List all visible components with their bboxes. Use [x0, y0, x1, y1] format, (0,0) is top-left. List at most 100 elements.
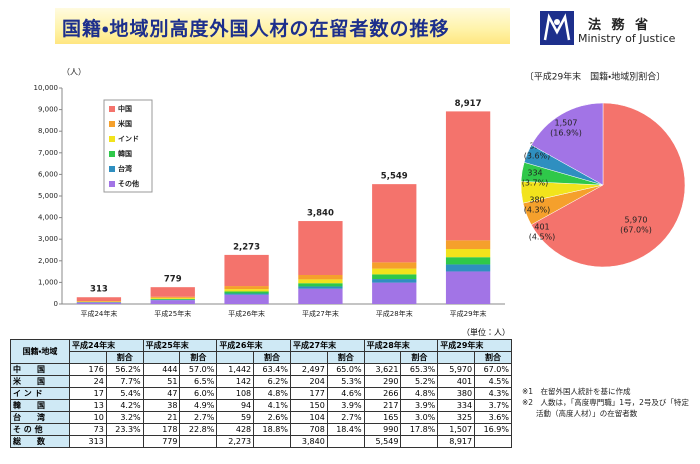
table-cell: 平成24年末 [69, 339, 144, 352]
table-cell: 2,497 [289, 363, 328, 376]
table-row: そ の 他 73 23.3% 178 22.8% 428 18.8% 708 18.4% 990 1… [10, 423, 512, 436]
table-cell: 4.1% [253, 399, 291, 412]
y-tick-label: 8,000 [38, 127, 58, 135]
bar-segment [224, 286, 269, 290]
legend-box [103, 99, 153, 193]
table-cell: 150 [289, 399, 328, 412]
x-tick-label: 平成29年末 [450, 309, 487, 318]
pie-slice [531, 102, 604, 186]
table-cell: 21 [142, 411, 181, 424]
table-row: イ ン ド 17 5.4% 47 6.0% 108 4.8% 177 4.6% 266 4.8% 38… [10, 387, 512, 400]
org-name-en: Ministry of Justice [578, 32, 676, 45]
bar-segment [224, 293, 269, 295]
slice-share-label: (67.0%) [620, 226, 652, 235]
legend-swatch [109, 151, 115, 157]
note: ※1 在留外国人統計を基に作成 [522, 387, 631, 396]
table-cell: 平成25年末 [142, 339, 218, 352]
total-label: 3,840 [307, 209, 334, 219]
table-cell: 65.0% [326, 363, 365, 376]
total-label: 8,917 [455, 99, 482, 109]
table-cell [363, 351, 402, 364]
table-cell: 平成27年末 [289, 339, 365, 352]
y-tick-label: 6,000 [38, 170, 58, 178]
bar-segment [298, 283, 343, 287]
table-cell: 24 [69, 375, 107, 388]
table-cell [216, 351, 255, 364]
table-cell: 38 [142, 399, 181, 412]
table-cell: 990 [363, 423, 402, 436]
table-unit: （単位：人） [462, 328, 510, 337]
table-cell: 割合 [179, 351, 218, 364]
table-cell: 444 [142, 363, 181, 376]
slice-value-label: 334 [527, 169, 542, 178]
slice-value-label: 401 [534, 223, 549, 232]
table-cell: 266 [363, 387, 402, 400]
table-cell: 5,549 [363, 435, 402, 448]
table-cell: そ の 他 [10, 423, 70, 436]
table-cell: 平成26年末 [216, 339, 291, 352]
table-cell: 平成29年末 [437, 339, 512, 352]
table-cell: 5.3% [326, 375, 365, 388]
table-cell: 6.5% [179, 375, 218, 388]
y-tick-label: 7,000 [38, 149, 58, 157]
table-cell: 7.7% [105, 375, 144, 388]
bar-segment [445, 271, 491, 304]
table-cell: 73 [69, 423, 107, 436]
table-cell: 割合 [474, 351, 512, 364]
table-cell: 4.8% [400, 387, 439, 400]
table-row: 中 国 176 56.2% 444 57.0% 1,442 63.4% 2,497 65.0% 3… [10, 363, 512, 376]
y-tick-label: 10,000 [34, 84, 59, 92]
slice-value-label: 380 [529, 196, 544, 205]
bar-segment [150, 296, 195, 298]
table-cell: 韓 国 [10, 399, 70, 412]
y-tick-label: 4,000 [38, 214, 58, 222]
table-cell: 217 [363, 399, 402, 412]
table-cell [179, 435, 218, 448]
table-cell: 3.6% [474, 411, 512, 424]
table-cell: 米 国 [10, 375, 70, 388]
bar-segment [445, 111, 491, 241]
table-cell: 割合 [105, 351, 144, 364]
bar-segment [298, 286, 343, 289]
total-label: 779 [164, 275, 182, 285]
table-cell [253, 435, 291, 448]
bar-segment [298, 221, 343, 275]
table-cell: 割合 [326, 351, 365, 364]
note: ※2 人数は，「高度専門職」1号，2号及び「特定活動（高度人材）」の在留者数 [522, 398, 689, 418]
org-name: 法 務 省 [588, 18, 652, 33]
table-cell: 56.2% [105, 363, 144, 376]
table-cell: 51 [142, 375, 181, 388]
bar-segment [150, 298, 195, 300]
table-cell: 4.5% [474, 375, 512, 388]
x-tick-label: 平成25年末 [154, 309, 191, 318]
table-row: 韓 国 13 4.2% 38 4.9% 94 4.1% 150 3.9% 217 3.9% 334 3.… [10, 399, 512, 412]
legend-label: 韓国 [118, 149, 132, 158]
table-cell: 8,917 [437, 435, 476, 448]
notes: ※1 在留外国人統計を基に作成 ※2 人数は，「高度専門職」1号，2号及び「特定… [522, 386, 694, 419]
data-table: 国籍・地域 平成24年末 平成25年末 平成26年末 平成27年末 平成28年末 平成29年… [10, 339, 512, 448]
legend-label: インド [118, 135, 139, 143]
y-tick-label: 5,000 [38, 192, 58, 200]
bar-segment [372, 282, 417, 304]
x-tick-label: 平成24年末 [80, 309, 117, 318]
bar-segment [445, 240, 491, 250]
slice-share-label: (16.9%) [550, 129, 582, 138]
table-cell: 割合 [400, 351, 439, 364]
table-cell: 2.7% [179, 411, 218, 424]
table-cell [105, 435, 144, 448]
table-cell [437, 351, 476, 364]
slice-value-label: 5,970 [625, 216, 648, 225]
bar-segment [372, 184, 417, 263]
legend-swatch [109, 181, 115, 187]
y-tick-label: 1,000 [38, 278, 58, 286]
table-cell: 4.9% [179, 399, 218, 412]
table-cell: 176 [69, 363, 107, 376]
table-cell: 708 [289, 423, 328, 436]
table-cell: 国籍・地域 [10, 339, 70, 364]
pie-title: 〔平成29年末 国籍・地域別割合〕 [525, 71, 666, 83]
total-label: 5,549 [381, 172, 408, 182]
table-cell: 4.6% [326, 387, 365, 400]
table-cell: 4.3% [474, 387, 512, 400]
table-cell: 中 国 [10, 363, 70, 376]
table-cell: 13 [69, 399, 107, 412]
